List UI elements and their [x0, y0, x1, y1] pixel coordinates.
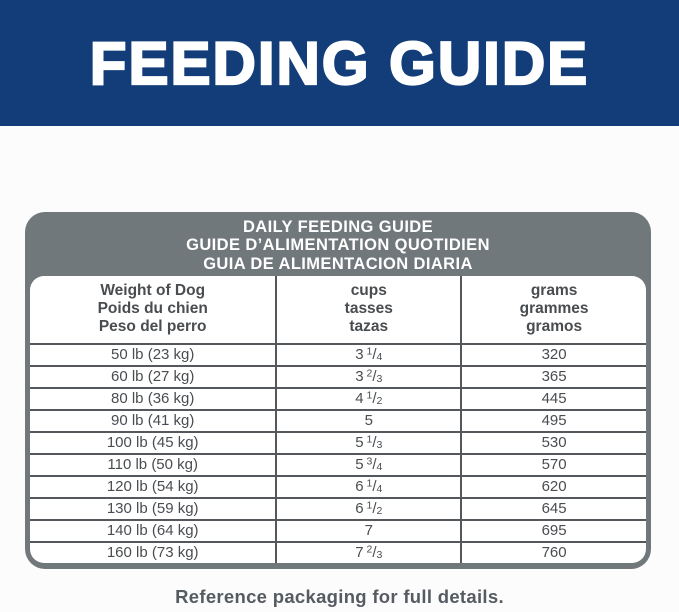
feeding-guide-title: FEEDING GUIDE — [89, 28, 590, 97]
cups-cell: 5 1/3 — [275, 431, 462, 455]
weight-cell: 90 lb (41 kg) — [30, 409, 277, 433]
feeding-table-wrap: Weight of Dog Poids du chien Peso del pe… — [30, 276, 646, 564]
grams-cell: 645 — [460, 497, 646, 521]
grams-cell: 570 — [460, 453, 646, 477]
cups-cell: 7 2/3 — [275, 541, 462, 564]
cups-cell: 7 — [275, 519, 462, 543]
feeding-table: Weight of Dog Poids du chien Peso del pe… — [30, 276, 646, 564]
cups-cell: 3 2/3 — [275, 365, 462, 389]
table-header-row: Weight of Dog Poids du chien Peso del pe… — [30, 276, 646, 345]
weight-cell: 130 lb (59 kg) — [30, 497, 277, 521]
column-header-grams: grams grammes gramos — [460, 276, 646, 345]
cups-cell: 5 3/4 — [275, 453, 462, 477]
table-row: 110 lb (50 kg) 5 3/4 570 — [30, 453, 646, 477]
table-row: 130 lb (59 kg) 6 1/2 645 — [30, 497, 646, 521]
weight-cell: 140 lb (64 kg) — [30, 519, 277, 543]
table-row: 160 lb (73 kg) 7 2/3 760 — [30, 541, 646, 564]
grams-cell: 620 — [460, 475, 646, 499]
grams-cell: 530 — [460, 431, 646, 455]
weight-cell: 160 lb (73 kg) — [30, 541, 277, 564]
weight-cell: 100 lb (45 kg) — [30, 431, 277, 455]
daily-feeding-guide-panel: DAILY FEEDING GUIDE GUIDE D’ALIMENTATION… — [25, 212, 651, 570]
grams-cell: 320 — [460, 343, 646, 367]
weight-cell: 80 lb (36 kg) — [30, 387, 277, 411]
table-row: 100 lb (45 kg) 5 1/3 530 — [30, 431, 646, 455]
feeding-table-body: Weight of Dog Poids du chien Peso del pe… — [30, 276, 646, 564]
weight-cell: 60 lb (27 kg) — [30, 365, 277, 389]
grams-cell: 445 — [460, 387, 646, 411]
grams-cell: 495 — [460, 409, 646, 433]
grams-cell: 695 — [460, 519, 646, 543]
grams-cell: 365 — [460, 365, 646, 389]
reference-note: Reference packaging for full details. — [175, 586, 504, 608]
panel-title-es: GUIA DE ALIMENTACION DIARIA — [203, 254, 473, 273]
table-row: 90 lb (41 kg) 5 495 — [30, 409, 646, 433]
cups-cell: 5 — [275, 409, 462, 433]
feeding-guide-banner: FEEDING GUIDE — [0, 0, 679, 126]
column-header-weight: Weight of Dog Poids du chien Peso del pe… — [97, 282, 208, 336]
table-row: 120 lb (54 kg) 6 1/4 620 — [30, 475, 646, 499]
grams-cell: 760 — [460, 541, 646, 564]
panel-title-en: DAILY FEEDING GUIDE — [242, 218, 434, 236]
weight-cell: 120 lb (54 kg) — [30, 475, 277, 499]
weight-cell: 110 lb (50 kg) — [30, 453, 277, 477]
weight-cell: 50 lb (23 kg) — [30, 343, 277, 367]
cups-cell: 3 1/4 — [275, 343, 462, 367]
column-header-cups: cups tasses tazas — [275, 276, 462, 345]
table-row: 60 lb (27 kg) 3 2/3 365 — [30, 365, 646, 389]
table-row: 50 lb (23 kg) 3 1/4 320 — [30, 343, 646, 367]
cups-cell: 4 1/2 — [275, 387, 462, 411]
panel-heading: DAILY FEEDING GUIDE GUIDE D’ALIMENTATION… — [30, 216, 646, 276]
table-row: 140 lb (64 kg) 7 695 — [30, 519, 646, 543]
cups-cell: 6 1/2 — [275, 497, 462, 521]
panel-title-fr: GUIDE D’ALIMENTATION QUOTIDIEN — [186, 236, 490, 255]
table-row: 80 lb (36 kg) 4 1/2 445 — [30, 387, 646, 411]
cups-cell: 6 1/4 — [275, 475, 462, 499]
